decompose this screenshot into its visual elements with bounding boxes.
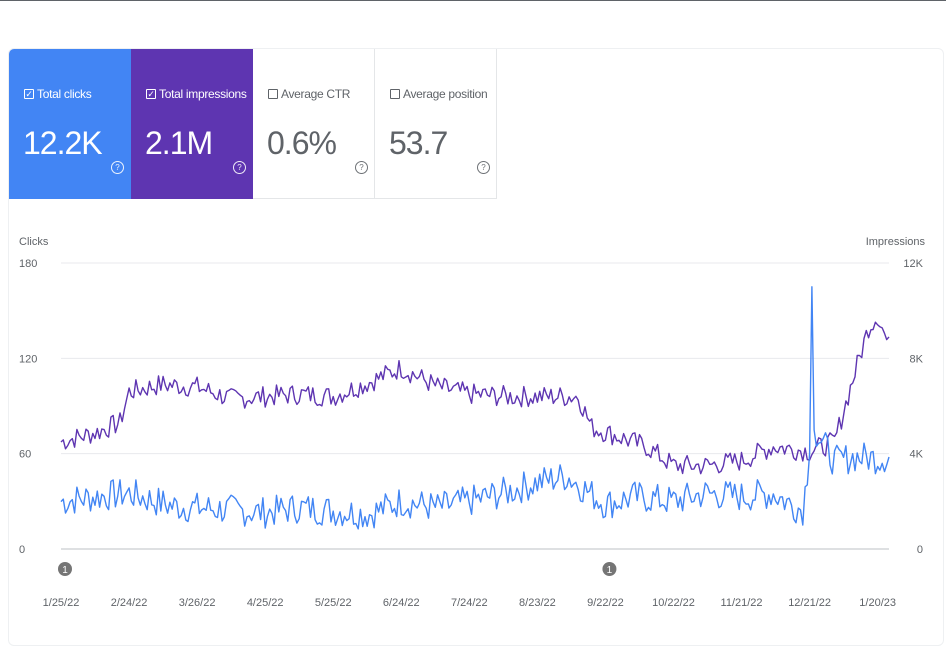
question-circle-icon[interactable]: ? [477,161,490,174]
right-tick-label: 12K [903,258,923,270]
left-tick-label: 180 [19,258,37,270]
checkbox-unchecked-icon[interactable] [390,89,400,99]
x-tick-label: 11/21/22 [721,597,763,609]
checkbox-checked-icon[interactable]: ✓ [146,88,156,99]
performance-panel: ✓ Total clicks 12.2K ? ✓ Total impressio… [8,48,944,646]
x-tick-label: 10/22/22 [652,597,695,609]
right-axis-label: Impressions [866,236,926,248]
impressions-series-line [60,321,890,475]
left-tick-label: 0 [19,544,25,556]
x-tick-label: 5/25/22 [315,597,352,609]
question-circle-icon[interactable]: ? [355,161,368,174]
right-tick-label: 4K [910,449,924,461]
x-tick-label: 4/25/22 [247,597,284,609]
annotation-label: 1 [607,565,613,576]
x-tick-label: 1/20/23 [859,597,896,609]
question-circle-icon[interactable]: ? [233,161,246,174]
x-tick-label: 9/22/22 [587,597,624,609]
x-tick-label: 2/24/22 [111,597,148,609]
x-tick-label: 6/24/22 [383,597,420,609]
x-tick-label: 7/24/22 [451,597,488,609]
x-tick-label: 8/23/22 [519,597,556,609]
metric-label: Total impressions [159,87,247,101]
metric-value: 53.7 [389,125,448,161]
checkbox-unchecked-icon[interactable] [268,89,278,99]
metric-label: Average CTR [281,87,351,101]
metric-value: 0.6% [267,125,337,161]
metric-value: 2.1M [145,125,213,161]
metric-card-average-position[interactable]: Average position 53.7 ? [375,49,497,199]
left-tick-label: 60 [19,449,31,461]
annotation-marker[interactable] [58,562,72,576]
metric-card-total-clicks[interactable]: ✓ Total clicks 12.2K ? [9,49,131,199]
annotation-marker[interactable] [602,562,617,576]
right-tick-label: 8K [910,353,924,365]
clicks-series-line [60,286,890,530]
top-divider [0,0,946,1]
x-tick-label: 3/26/22 [179,597,216,609]
checkbox-checked-icon[interactable]: ✓ [24,88,34,99]
x-tick-label: 1/25/22 [43,597,80,609]
metric-label: Average position [403,87,488,101]
metric-value: 12.2K [23,125,103,161]
metric-card-average-ctr[interactable]: Average CTR 0.6% ? [253,49,375,199]
x-tick-label: 12/21/22 [788,597,831,609]
metric-label: Total clicks [37,87,92,101]
performance-line-chart: 0 0 60 4K 120 8K 180 12K Clicks Impressions 1/25/2… [19,236,926,609]
annotation-label: 1 [62,565,68,576]
left-axis-label: Clicks [19,236,49,248]
left-tick-label: 120 [19,353,37,365]
metric-card-total-impressions[interactable]: ✓ Total impressions 2.1M ? [131,49,253,199]
question-circle-icon[interactable]: ? [111,161,124,174]
metric-cards: ✓ Total clicks 12.2K ? ✓ Total impressio… [9,49,499,199]
right-tick-label: 0 [917,544,923,556]
